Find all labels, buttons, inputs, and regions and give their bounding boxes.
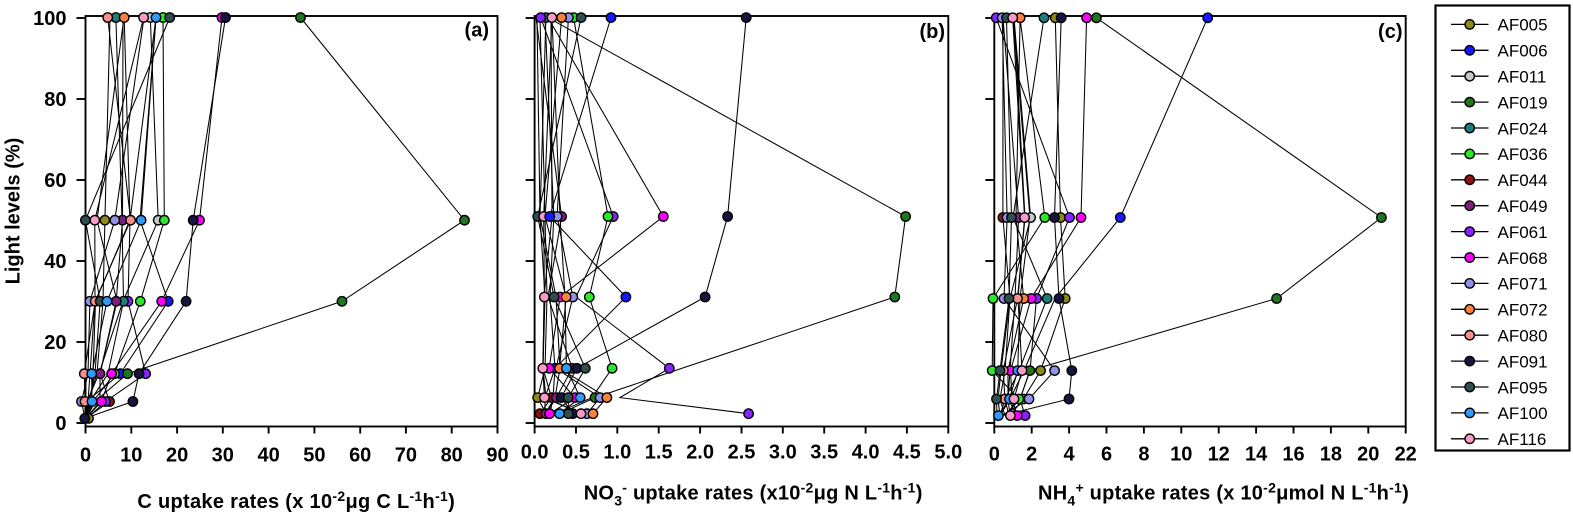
svg-text:20: 20 [44,332,66,354]
svg-text:AF036: AF036 [1498,145,1548,164]
svg-text:5.0: 5.0 [934,442,962,464]
svg-text:(c): (c) [1378,21,1402,43]
svg-text:6: 6 [1101,444,1112,466]
svg-text:0.5: 0.5 [562,442,590,464]
svg-text:2.0: 2.0 [686,442,714,464]
svg-text:22: 22 [1395,444,1417,466]
svg-text:AF024: AF024 [1498,119,1548,138]
svg-text:4.0: 4.0 [852,442,880,464]
svg-text:NH4+ uptake rates (x 10-2μmol: NH4+ uptake rates (x 10-2μmol N L-1h-1) [1038,479,1409,508]
svg-text:AF068: AF068 [1498,249,1548,268]
svg-text:14: 14 [1245,444,1268,466]
svg-text:10: 10 [120,445,142,467]
svg-text:C uptake rates (x 10-2μg C L-1: C uptake rates (x 10-2μg C L-1h-1) [137,488,455,514]
svg-text:12: 12 [1208,444,1230,466]
svg-text:60: 60 [349,445,371,467]
svg-text:AF006: AF006 [1498,42,1548,61]
svg-text:2.5: 2.5 [728,442,756,464]
svg-text:0: 0 [989,444,1000,466]
svg-text:AF044: AF044 [1498,171,1548,190]
svg-text:100: 100 [33,8,66,30]
svg-text:18: 18 [1320,444,1342,466]
svg-text:4: 4 [1064,444,1076,466]
svg-text:AF080: AF080 [1498,327,1548,346]
svg-text:1.5: 1.5 [645,442,673,464]
svg-text:30: 30 [212,445,234,467]
svg-text:AF091: AF091 [1498,352,1548,371]
svg-text:0.0: 0.0 [521,442,549,464]
svg-text:(a): (a) [465,20,489,42]
svg-text:AF061: AF061 [1498,223,1548,242]
svg-text:Light levels (%): Light levels (%) [3,138,25,285]
svg-text:60: 60 [44,170,66,192]
svg-text:AF100: AF100 [1498,404,1548,423]
svg-text:3.0: 3.0 [769,442,797,464]
svg-text:10: 10 [1170,444,1192,466]
svg-text:2: 2 [1026,444,1037,466]
svg-text:20: 20 [166,445,188,467]
svg-text:AF072: AF072 [1498,301,1548,320]
svg-text:4.5: 4.5 [893,442,921,464]
svg-text:40: 40 [257,445,279,467]
svg-text:AF071: AF071 [1498,275,1548,294]
svg-text:80: 80 [441,445,463,467]
svg-text:AF049: AF049 [1498,197,1548,216]
svg-text:80: 80 [44,89,66,111]
svg-text:(b): (b) [919,21,945,43]
svg-text:70: 70 [395,445,417,467]
svg-text:1.0: 1.0 [603,442,631,464]
svg-text:50: 50 [303,445,325,467]
svg-text:NO3- uptake rates (x10-2μg N L: NO3- uptake rates (x10-2μg N L-1h-1) [584,479,923,508]
svg-text:AF019: AF019 [1498,93,1548,112]
svg-text:40: 40 [44,251,66,273]
svg-text:AF011: AF011 [1498,68,1547,87]
svg-text:AF005: AF005 [1498,16,1548,35]
svg-text:AF095: AF095 [1498,378,1548,397]
svg-text:0: 0 [55,413,66,435]
svg-text:3.5: 3.5 [810,442,838,464]
svg-text:20: 20 [1357,444,1379,466]
svg-text:16: 16 [1282,444,1304,466]
svg-text:AF116: AF116 [1498,430,1547,449]
svg-text:0: 0 [80,445,91,467]
svg-text:90: 90 [486,445,508,467]
svg-text:8: 8 [1138,444,1149,466]
